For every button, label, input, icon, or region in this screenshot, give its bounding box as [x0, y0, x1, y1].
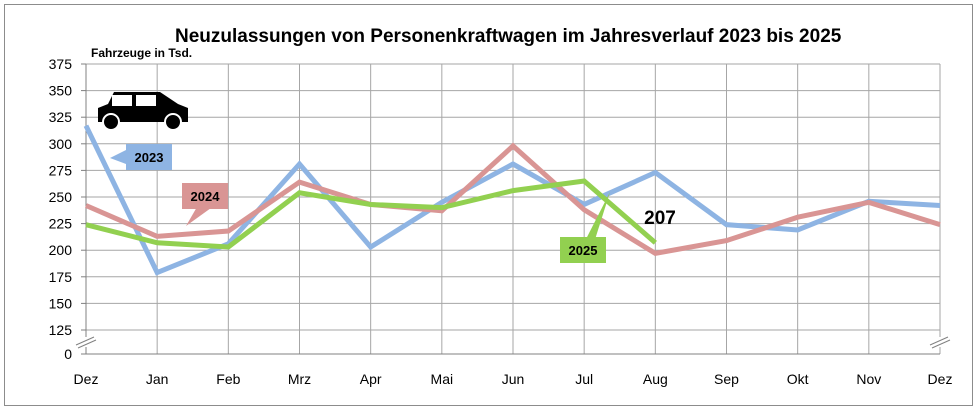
x-tick-label: Apr [360, 371, 382, 387]
legend-box-2023 [126, 144, 172, 170]
y-tick-label: 300 [49, 136, 73, 152]
car-window [136, 95, 156, 106]
y-tick-label: 350 [49, 83, 73, 99]
callout-box [182, 183, 228, 209]
x-tick-label: Aug [643, 371, 668, 387]
x-tick-label: Nov [856, 371, 881, 387]
y-tick-label: 250 [49, 189, 73, 205]
x-tick-label: Jul [575, 371, 593, 387]
x-tick-label: Mrz [288, 371, 311, 387]
y-tick-label: 125 [49, 322, 73, 338]
callout-box [560, 237, 606, 263]
y-tick-label: 375 [49, 56, 73, 72]
axis-break-mark [77, 339, 97, 349]
callout-tail [573, 192, 610, 263]
legend-tail-2023 [110, 150, 126, 164]
y-tick-label: 325 [49, 109, 73, 125]
x-tick-label: Mai [431, 371, 454, 387]
axis-break-mark [931, 339, 951, 349]
legend-label: 2024 [191, 189, 221, 204]
legend-callout-2025: 2025 [560, 192, 610, 263]
legend-label: 2025 [569, 243, 598, 258]
x-tick-label: Jun [502, 371, 525, 387]
series-line-2023 [83, 124, 941, 276]
axis-break-mark [929, 336, 949, 346]
value-annotation: 207 [644, 208, 676, 229]
series-line-2024 [85, 142, 941, 257]
chart-grid [85, 63, 941, 354]
x-tick-label: Sep [714, 371, 739, 387]
y-tick-label: 0 [64, 346, 72, 362]
car-wheel [164, 113, 182, 131]
callout-tail [186, 209, 210, 226]
x-tick-label: Jan [146, 371, 169, 387]
series-line-2025 [85, 178, 657, 250]
y-tick-label: 225 [49, 216, 73, 232]
axis-break-mark [75, 336, 95, 346]
y-tick-label: 175 [49, 269, 73, 285]
x-tick-label: Dez [928, 371, 953, 387]
car-wheel [102, 113, 120, 131]
chart-frame: Neuzulassungen von Personenkraftwagen im… [4, 4, 973, 406]
y-axis-unit-label: Fahrzeuge in Tsd. [91, 46, 193, 60]
x-tick-label: Dez [74, 371, 99, 387]
car-icon [98, 92, 188, 131]
chart-axes [75, 63, 951, 355]
y-tick-label: 150 [49, 295, 73, 311]
chart-series [83, 124, 941, 276]
y-tick-label: 200 [49, 242, 73, 258]
x-tick-label: Feb [216, 371, 240, 387]
legend-label-2023: 2023 [135, 150, 164, 165]
axis-break-mask [77, 337, 95, 347]
chart-labels: 0 125 150 175 200 225 250 275 300 325 350 375 Dez Jan… [49, 56, 953, 387]
legend-callout-2024: 2024 [182, 183, 228, 226]
car-window [112, 95, 132, 106]
y-tick-label: 275 [49, 162, 73, 178]
axis-break-mask [931, 337, 949, 347]
x-tick-label: Okt [787, 371, 809, 387]
chart-title: Neuzulassungen von Personenkraftwagen im… [175, 26, 842, 47]
